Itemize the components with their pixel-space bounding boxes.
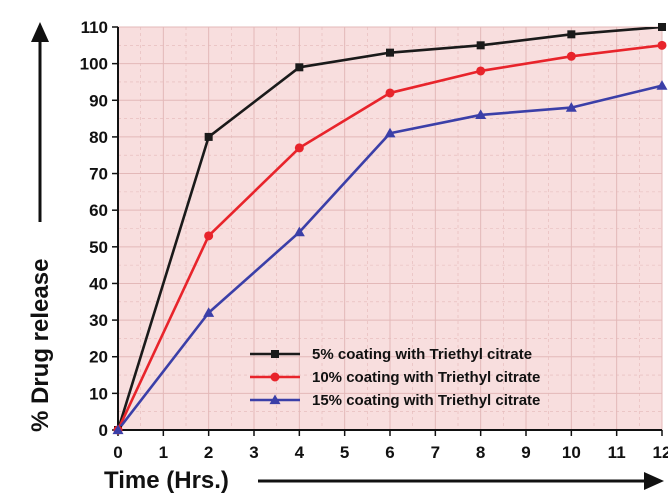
data-point-series-2	[657, 40, 667, 50]
x-tick-label: 5	[340, 443, 349, 462]
legend-marker-2	[270, 372, 280, 382]
tick-labels: 0 1 2 3 4 5 6 7 8 9 10 11 12010203040506070809010011…	[80, 18, 668, 462]
x-tick-label: 3	[249, 443, 258, 462]
data-point-series-1	[295, 63, 304, 72]
data-point-series-3	[293, 226, 305, 237]
marker-group	[112, 23, 668, 435]
y-tick-label: 80	[89, 128, 108, 147]
data-point-series-3	[112, 424, 124, 435]
legend-marker-1	[271, 350, 279, 358]
data-point-series-1	[567, 30, 576, 39]
legend-label-1: 5% coating with Triethyl citrate	[312, 346, 532, 363]
data-point-series-2	[385, 88, 395, 98]
y-tick-label: 20	[89, 348, 108, 367]
data-point-series-1	[658, 23, 666, 31]
data-point-series-3	[656, 80, 668, 90]
y-tick-label: 10	[89, 384, 108, 403]
y-tick-label: 100	[80, 55, 108, 74]
x-tick-label: 11	[608, 443, 626, 462]
y-tick-label: 60	[89, 201, 108, 220]
x-tick-label: 9	[521, 443, 530, 462]
data-point-series-3	[475, 109, 487, 120]
x-tick-label: 10	[562, 443, 581, 462]
y-tick-label: 110	[81, 18, 108, 37]
data-point-series-3	[565, 102, 577, 112]
data-point-series-3	[203, 307, 215, 317]
data-point-series-1	[386, 48, 394, 57]
legend: 5% coating with Triethyl citrate 10% coat…	[250, 346, 540, 409]
data-point-series-1	[476, 41, 485, 50]
y-tick-label: 90	[89, 91, 108, 110]
y-tick-label: 30	[89, 311, 108, 330]
x-tick-label: 2	[204, 443, 213, 462]
y-axis-arrowhead	[31, 22, 49, 42]
legend-label-2: 10% coating with Triethyl citrate	[312, 369, 540, 386]
x-tick-label: 1	[159, 443, 168, 462]
y-axis-title: % Drug release	[27, 259, 54, 432]
data-point-series-2	[294, 143, 304, 153]
data-point-series-2	[204, 231, 214, 241]
x-axis-title: Time (Hrs.)	[104, 467, 229, 494]
x-tick-label: 7	[431, 443, 440, 462]
y-tick-label: 50	[89, 238, 108, 257]
x-tick-label: 6	[385, 443, 394, 462]
data-point-series-3	[384, 127, 396, 138]
x-tick-label: 4	[295, 443, 305, 462]
legend-marker-3	[269, 394, 281, 405]
y-tick-label: 70	[89, 165, 108, 184]
data-point-series-2	[566, 51, 576, 61]
axes	[112, 26, 663, 436]
x-tick-label: 12	[653, 443, 668, 462]
legend-label-3: 15% coating with Triethyl citrate	[312, 392, 540, 409]
data-point-series-2	[476, 66, 486, 76]
y-tick-label: 0	[99, 421, 108, 440]
x-tick-label: 0	[113, 443, 122, 462]
x-tick-label: 8	[476, 443, 485, 462]
data-point-series-1	[204, 132, 213, 141]
y-tick-label: 40	[89, 274, 108, 293]
x-axis-arrowhead	[644, 472, 664, 490]
